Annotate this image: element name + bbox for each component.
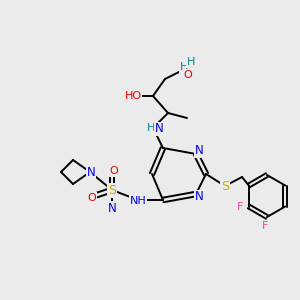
Text: N: N xyxy=(87,166,95,178)
Text: S: S xyxy=(108,184,116,196)
Text: O: O xyxy=(184,70,192,80)
Text: N: N xyxy=(195,145,203,158)
Text: O: O xyxy=(88,193,96,203)
Text: S: S xyxy=(221,179,229,193)
Text: N: N xyxy=(195,190,203,203)
Text: H: H xyxy=(180,62,188,72)
Text: F: F xyxy=(237,202,243,212)
Text: F: F xyxy=(262,221,268,231)
Text: H: H xyxy=(187,57,195,67)
Text: O: O xyxy=(110,166,118,176)
Text: HO: HO xyxy=(124,91,142,101)
Text: H: H xyxy=(147,123,155,133)
Text: N: N xyxy=(154,122,164,136)
Text: NH: NH xyxy=(130,196,146,206)
Text: N: N xyxy=(108,202,116,214)
